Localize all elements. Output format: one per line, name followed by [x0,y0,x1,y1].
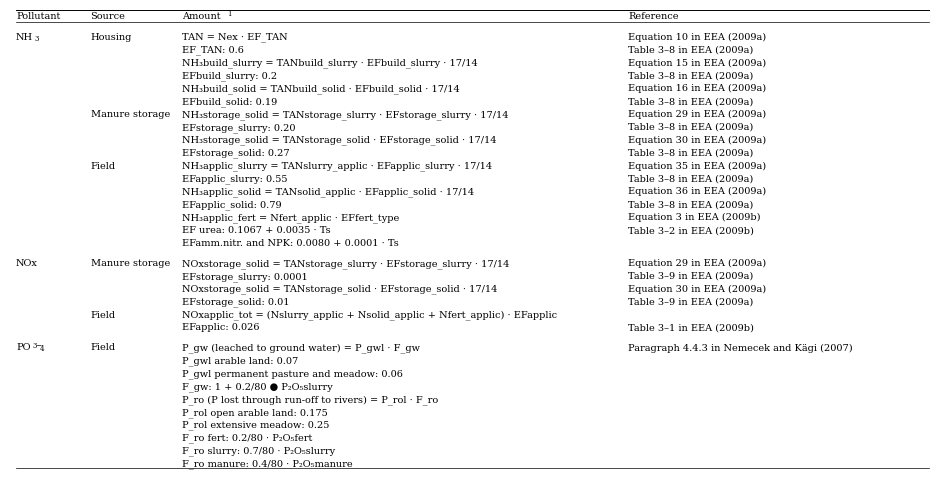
Text: 3−: 3− [33,343,43,350]
Text: Table 3–8 in EEA (2009a): Table 3–8 in EEA (2009a) [628,200,753,209]
Text: NOxstorage_solid = TANstorage_solid · EFstorage_solid · 17/14: NOxstorage_solid = TANstorage_solid · EF… [182,285,498,295]
Text: Equation 35 in EEA (2009a): Equation 35 in EEA (2009a) [628,161,767,171]
Text: EFbuild_solid: 0.19: EFbuild_solid: 0.19 [182,97,277,107]
Text: EFstorage_solid: 0.27: EFstorage_solid: 0.27 [182,149,290,158]
Text: NH₃build_solid = TANbuild_solid · EFbuild_solid · 17/14: NH₃build_solid = TANbuild_solid · EFbuil… [182,84,460,94]
Text: Table 3–8 in EEA (2009a): Table 3–8 in EEA (2009a) [628,174,753,184]
Text: EFstorage_slurry: 0.0001: EFstorage_slurry: 0.0001 [182,272,307,281]
Text: Housing: Housing [91,33,132,42]
Text: PO: PO [16,344,30,352]
Text: Pollutant: Pollutant [16,12,60,21]
Text: P_ro (P lost through run-off to rivers) = P_rol · F_ro: P_ro (P lost through run-off to rivers) … [182,395,438,405]
Text: P_rol extensive meadow: 0.25: P_rol extensive meadow: 0.25 [182,421,329,431]
Text: Table 3–1 in EEA (2009b): Table 3–1 in EEA (2009b) [628,323,754,332]
Text: NH₃storage_solid = TANstorage_slurry · EFstorage_slurry · 17/14: NH₃storage_solid = TANstorage_slurry · E… [182,110,508,120]
Text: F_ro fert: 0.2/80 · P₂O₅fert: F_ro fert: 0.2/80 · P₂O₅fert [182,434,312,443]
Text: NH₃applic_fert = Nfert_applic · EFfert_type: NH₃applic_fert = Nfert_applic · EFfert_t… [182,213,399,223]
Text: 4: 4 [40,345,43,353]
Text: NOxapplic_tot = (Nslurry_applic + Nsolid_applic + Nfert_applic) · EFapplic: NOxapplic_tot = (Nslurry_applic + Nsolid… [182,311,557,320]
Text: Field: Field [91,344,116,352]
Text: Equation 30 in EEA (2009a): Equation 30 in EEA (2009a) [628,285,767,294]
Text: Table 3–8 in EEA (2009a): Table 3–8 in EEA (2009a) [628,97,753,106]
Text: NH₃applic_solid = TANsolid_applic · EFapplic_solid · 17/14: NH₃applic_solid = TANsolid_applic · EFap… [182,188,474,197]
Text: EFamm.nitr. and NPK: 0.0080 + 0.0001 · Ts: EFamm.nitr. and NPK: 0.0080 + 0.0001 · T… [182,239,399,248]
Text: P_gwl permanent pasture and meadow: 0.06: P_gwl permanent pasture and meadow: 0.06 [182,369,403,379]
Text: 3: 3 [35,35,39,43]
Text: Equation 10 in EEA (2009a): Equation 10 in EEA (2009a) [628,33,767,42]
Text: 1: 1 [227,11,231,18]
Text: Equation 16 in EEA (2009a): Equation 16 in EEA (2009a) [628,84,767,93]
Text: Manure storage: Manure storage [91,110,170,119]
Text: EFapplic_slurry: 0.55: EFapplic_slurry: 0.55 [182,174,288,184]
Text: Manure storage: Manure storage [91,259,170,268]
Text: Table 3–9 in EEA (2009a): Table 3–9 in EEA (2009a) [628,297,753,307]
Text: Field: Field [91,311,116,319]
Text: Table 3–9 in EEA (2009a): Table 3–9 in EEA (2009a) [628,272,753,281]
Text: EFstorage_solid: 0.01: EFstorage_solid: 0.01 [182,297,290,307]
Text: NH: NH [16,33,33,42]
Text: NH₃storage_solid = TANstorage_solid · EFstorage_solid · 17/14: NH₃storage_solid = TANstorage_solid · EF… [182,136,497,145]
Text: TAN = Nex · EF_TAN: TAN = Nex · EF_TAN [182,33,288,42]
Text: Field: Field [91,161,116,171]
Text: Table 3–2 in EEA (2009b): Table 3–2 in EEA (2009b) [628,226,754,235]
Text: Amount: Amount [182,12,221,21]
Text: P_gw (leached to ground water) = P_gwl · F_gw: P_gw (leached to ground water) = P_gwl ·… [182,344,420,353]
Text: Equation 36 in EEA (2009a): Equation 36 in EEA (2009a) [628,188,767,196]
Text: Equation 3 in EEA (2009b): Equation 3 in EEA (2009b) [628,213,761,222]
Text: Equation 15 in EEA (2009a): Equation 15 in EEA (2009a) [628,58,767,68]
Text: EF urea: 0.1067 + 0.0035 · Ts: EF urea: 0.1067 + 0.0035 · Ts [182,226,331,235]
Text: NOxstorage_solid = TANstorage_slurry · EFstorage_slurry · 17/14: NOxstorage_solid = TANstorage_slurry · E… [182,259,509,269]
Text: F_ro slurry: 0.7/80 · P₂O₅slurry: F_ro slurry: 0.7/80 · P₂O₅slurry [182,447,335,456]
Text: EFstorage_slurry: 0.20: EFstorage_slurry: 0.20 [182,123,295,133]
Text: Reference: Reference [628,12,679,21]
Text: Table 3–8 in EEA (2009a): Table 3–8 in EEA (2009a) [628,123,753,132]
Text: Source: Source [91,12,125,21]
Text: Equation 29 in EEA (2009a): Equation 29 in EEA (2009a) [628,259,767,268]
Text: EF_TAN: 0.6: EF_TAN: 0.6 [182,46,244,55]
Text: NH₃applic_slurry = TANslurry_applic · EFapplic_slurry · 17/14: NH₃applic_slurry = TANslurry_applic · EF… [182,161,492,171]
Text: Equation 29 in EEA (2009a): Equation 29 in EEA (2009a) [628,110,767,119]
Text: F_ro manure: 0.4/80 · P₂O₅manure: F_ro manure: 0.4/80 · P₂O₅manure [182,459,353,469]
Text: Table 3–8 in EEA (2009a): Table 3–8 in EEA (2009a) [628,149,753,157]
Text: Table 3–8 in EEA (2009a): Table 3–8 in EEA (2009a) [628,46,753,54]
Text: P_rol open arable land: 0.175: P_rol open arable land: 0.175 [182,408,328,417]
Text: Table 3–8 in EEA (2009a): Table 3–8 in EEA (2009a) [628,71,753,80]
Text: P_gwl arable land: 0.07: P_gwl arable land: 0.07 [182,356,298,366]
Text: EFapplic: 0.026: EFapplic: 0.026 [182,323,259,332]
Text: NOx: NOx [16,259,38,268]
Text: EFbuild_slurry: 0.2: EFbuild_slurry: 0.2 [182,71,277,81]
Text: F_gw: 1 + 0.2/80 ● P₂O₅slurry: F_gw: 1 + 0.2/80 ● P₂O₅slurry [182,382,333,392]
Text: EFapplic_solid: 0.79: EFapplic_solid: 0.79 [182,200,282,210]
Text: Equation 30 in EEA (2009a): Equation 30 in EEA (2009a) [628,136,767,145]
Text: Paragraph 4.4.3 in Nemecek and Kägi (2007): Paragraph 4.4.3 in Nemecek and Kägi (200… [628,344,853,352]
Text: NH₃build_slurry = TANbuild_slurry · EFbuild_slurry · 17/14: NH₃build_slurry = TANbuild_slurry · EFbu… [182,58,478,68]
